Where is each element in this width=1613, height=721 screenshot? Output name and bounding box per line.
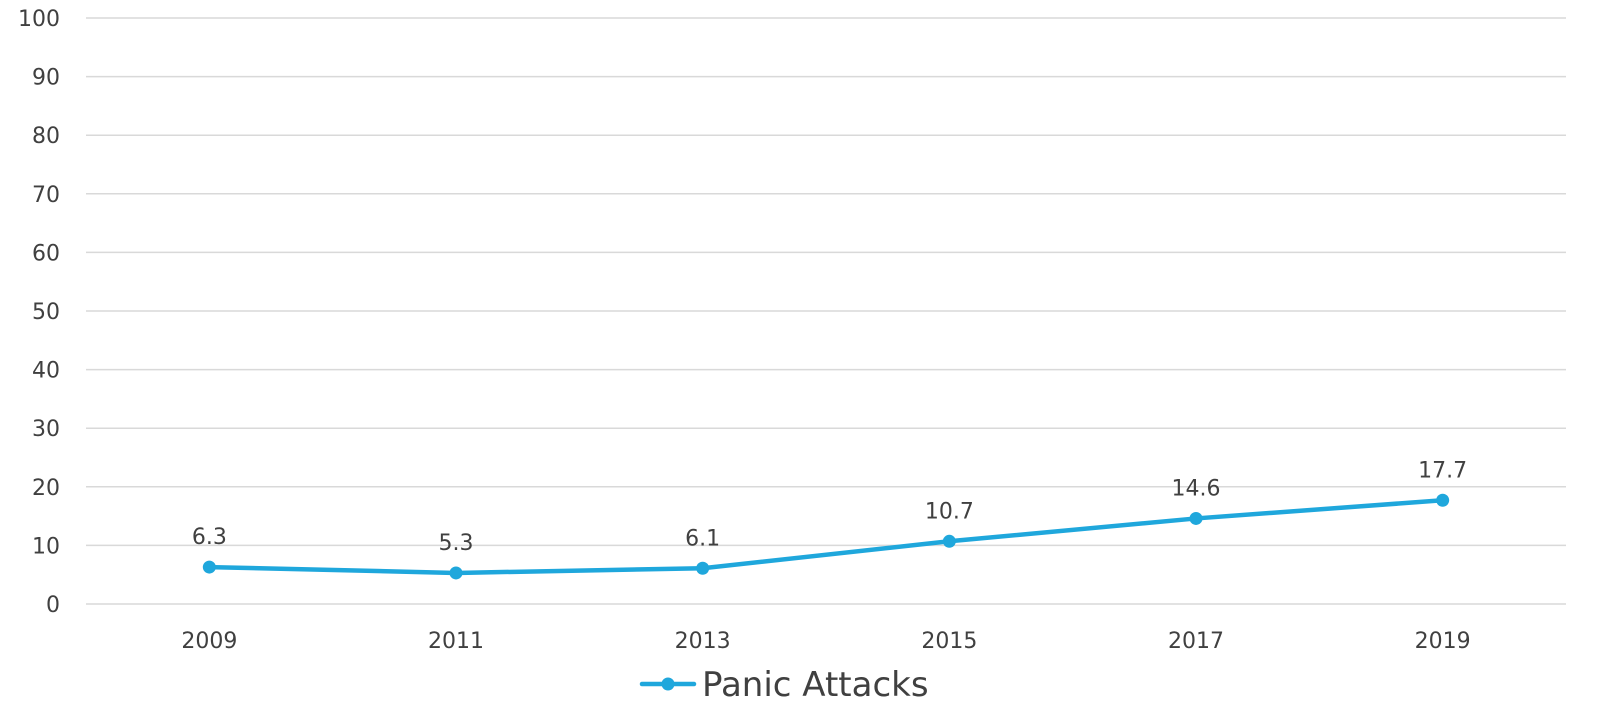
x-tick-label-2011: 2011: [428, 629, 484, 654]
legend-point-marker: [661, 677, 675, 691]
data-point-2009: [202, 560, 216, 574]
y-tick-label-80: 80: [32, 124, 60, 149]
series-panic-attacks: [202, 493, 1450, 580]
y-tick-label-90: 90: [32, 66, 60, 91]
y-tick-label-70: 70: [32, 183, 60, 208]
data-labels: 6.3 5.3 6.1 10.7 14.6 17.7: [192, 458, 1467, 556]
y-tick-label-20: 20: [32, 476, 60, 501]
y-tick-label-100: 100: [18, 7, 60, 32]
y-tick-label-0: 0: [46, 593, 60, 618]
legend: Panic Attacks: [639, 665, 929, 705]
x-tick-label-2019: 2019: [1415, 629, 1471, 654]
data-label-2017: 14.6: [1172, 476, 1221, 501]
y-tick-label-50: 50: [32, 300, 60, 325]
x-axis-tick-labels: 2009 2011 2013 2015 2017 2019: [181, 629, 1470, 654]
data-label-2011: 5.3: [439, 531, 474, 556]
data-point-2019: [1436, 493, 1450, 507]
y-tick-label-60: 60: [32, 241, 60, 266]
data-label-2015: 10.7: [925, 499, 974, 524]
data-label-2009: 6.3: [192, 525, 227, 550]
data-label-2013: 6.1: [685, 526, 720, 551]
series-line: [207, 498, 1445, 576]
x-tick-label-2015: 2015: [921, 629, 977, 654]
data-point-2015: [942, 534, 956, 548]
x-tick-label-2013: 2013: [675, 629, 731, 654]
y-axis-tick-labels: 0 10 20 30 40 50 60 70 80 90 100: [18, 7, 60, 618]
data-point-2017: [1189, 511, 1203, 525]
y-tick-label-40: 40: [32, 359, 60, 384]
gridlines: [86, 17, 1566, 605]
x-tick-label-2009: 2009: [181, 629, 237, 654]
data-point-2011: [449, 566, 463, 580]
data-point-2013: [696, 561, 710, 575]
y-tick-label-10: 10: [32, 534, 60, 559]
legend-label: Panic Attacks: [702, 665, 929, 705]
data-label-2019: 17.7: [1418, 458, 1467, 483]
y-tick-label-30: 30: [32, 417, 60, 442]
x-tick-label-2017: 2017: [1168, 629, 1224, 654]
